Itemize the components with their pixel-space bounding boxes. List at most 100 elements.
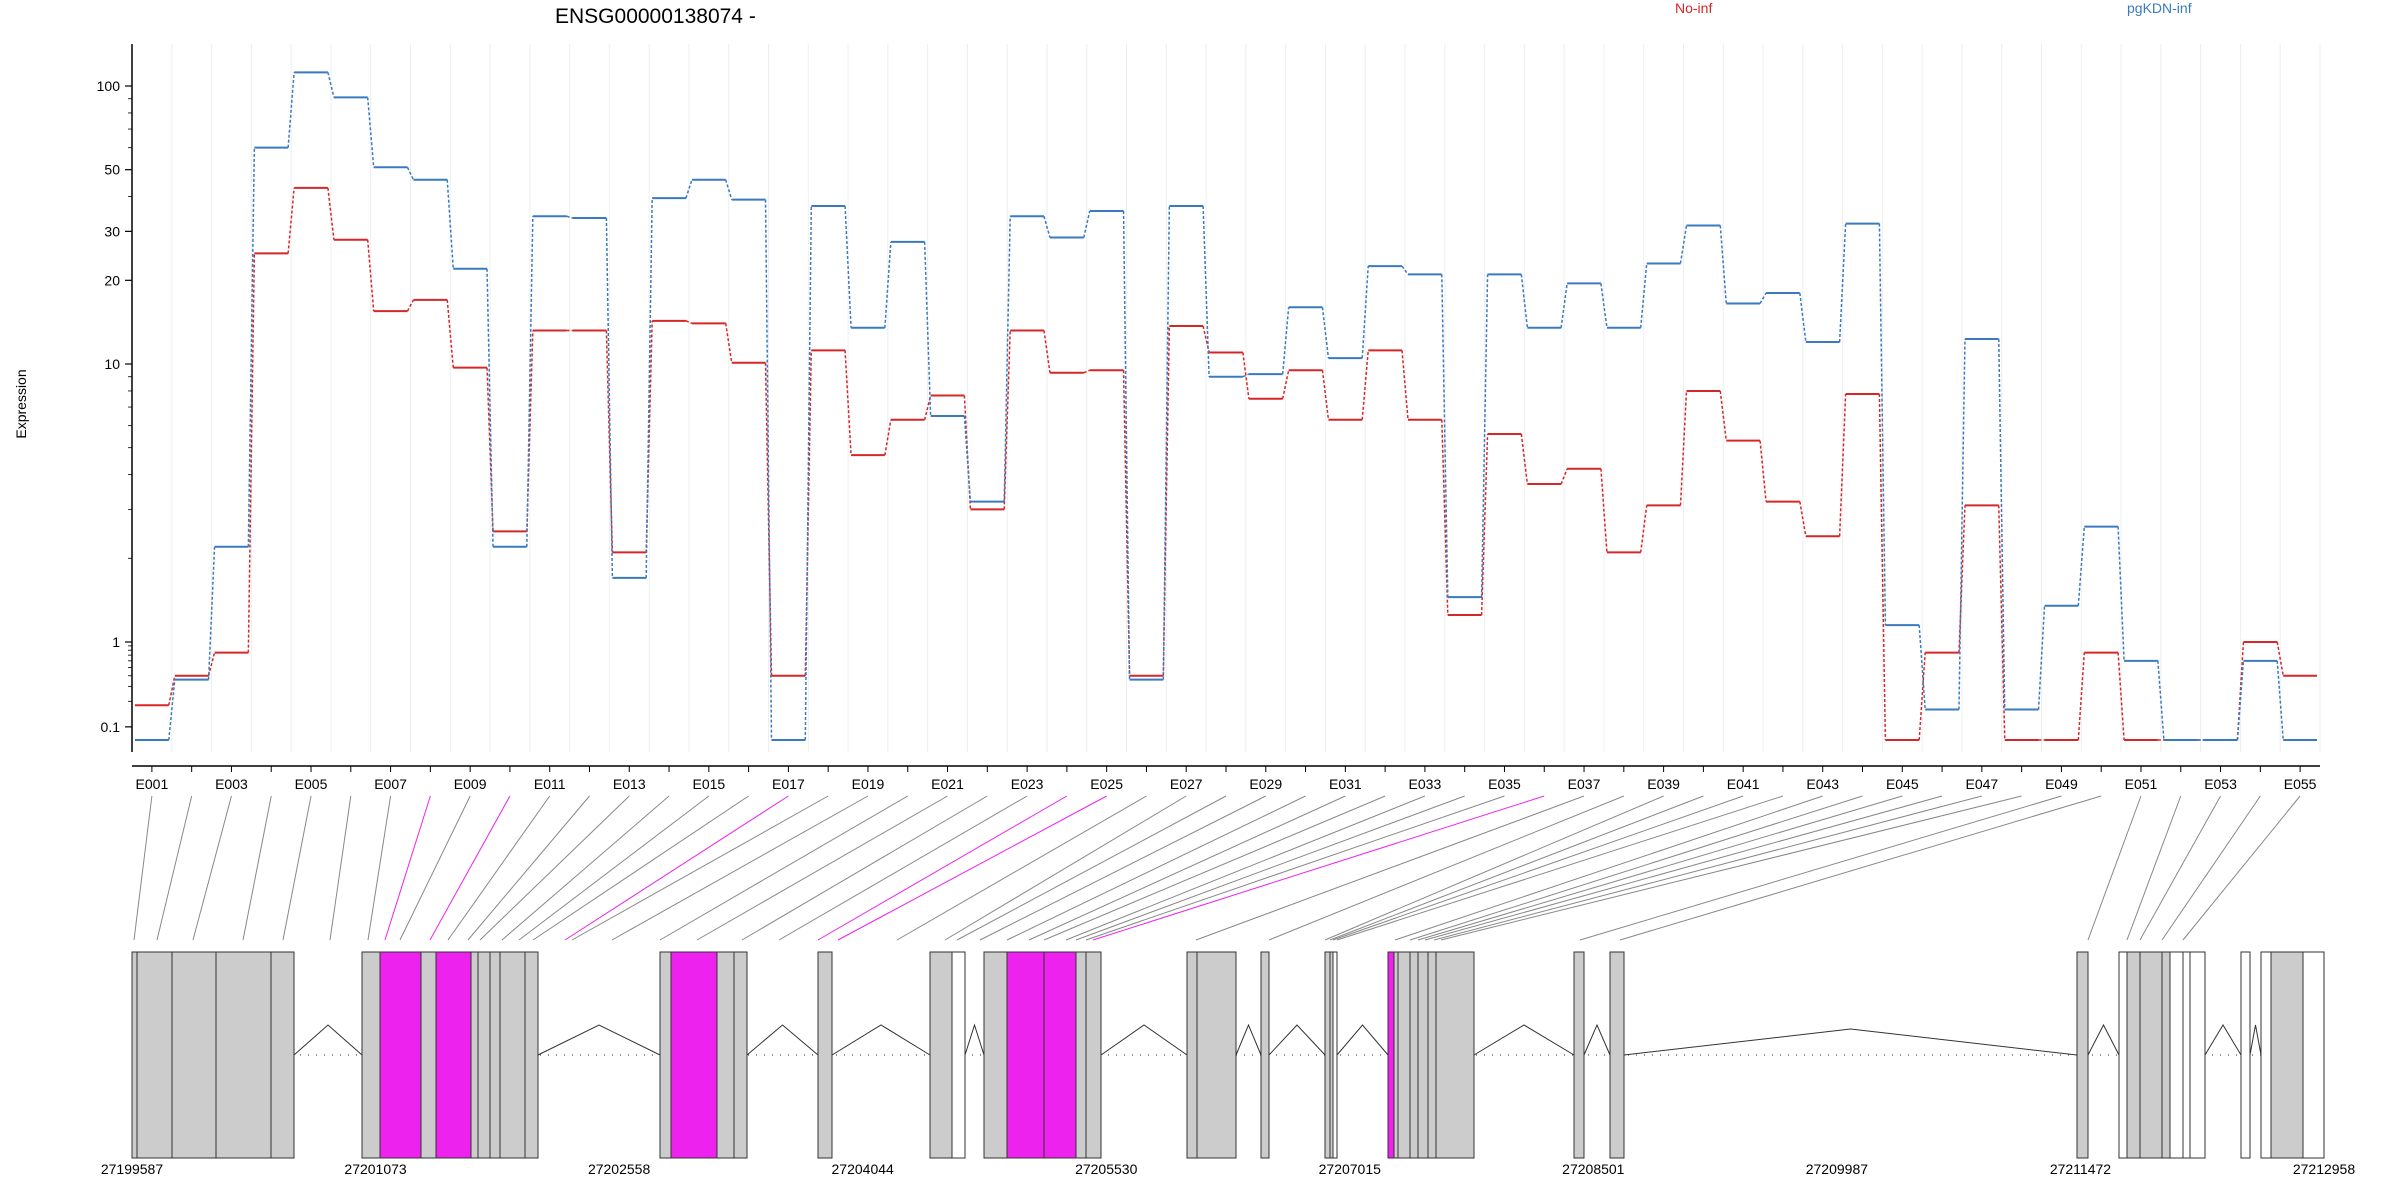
exon-block <box>733 951 748 1159</box>
connector-line <box>329 795 352 941</box>
intron-line <box>1623 1028 2078 1056</box>
exon-block <box>2189 951 2206 1159</box>
transition-segment <box>1838 393 1847 537</box>
y-tick-label: 0.1 <box>101 719 121 735</box>
transition-segment <box>2276 660 2284 741</box>
coordinate-label: 27212958 <box>2293 1161 2356 1177</box>
connector-line <box>741 795 988 941</box>
transition-segment <box>327 72 335 98</box>
coordinate-label: 27205530 <box>1075 1161 1138 1177</box>
transition-segment <box>724 323 733 363</box>
connector-line <box>532 795 749 941</box>
exon-block <box>1427 951 1437 1159</box>
transition-segment <box>168 679 176 741</box>
x-tick-label: E031 <box>1329 776 1362 792</box>
transition-segment <box>1759 440 1767 502</box>
connector-line <box>2087 795 2142 941</box>
y-tick-label: 30 <box>104 223 120 239</box>
exon-block <box>2118 951 2128 1159</box>
exon-block <box>489 951 501 1159</box>
axes: 0.1 1 10 20 30 50 100 <box>97 44 2320 767</box>
connector-line <box>1579 795 2062 941</box>
transition-segment <box>764 362 773 676</box>
x-tick-label: E055 <box>2284 776 2317 792</box>
transition-segment <box>1799 501 1807 537</box>
transition-segment <box>1122 370 1131 676</box>
intron-line <box>537 1024 661 1056</box>
exon-block <box>659 951 672 1159</box>
x-tick-label: E037 <box>1568 776 1601 792</box>
exon-block <box>983 951 1008 1159</box>
transition-segment <box>1480 433 1489 616</box>
exon-block <box>2161 951 2171 1159</box>
y-tick-label: 10 <box>104 356 120 372</box>
transition-segment <box>566 215 573 219</box>
x-tick-label: E017 <box>772 776 805 792</box>
connector-line <box>1028 795 1346 941</box>
x-tick-label: E007 <box>374 776 407 792</box>
transition-segment <box>1918 625 1926 710</box>
intron-line <box>2087 1023 2120 1056</box>
connector-line <box>1394 795 1823 941</box>
connector-line <box>2126 795 2182 941</box>
transition-segment <box>725 179 733 200</box>
transition-segment <box>1321 370 1330 420</box>
exon-block <box>1260 951 1270 1159</box>
transition-segment <box>1520 433 1529 485</box>
connector-line <box>1043 795 1386 941</box>
connector-line <box>467 795 590 941</box>
connector-line <box>399 795 471 941</box>
x-tick-label: E013 <box>613 776 646 792</box>
coordinate-label: 27208501 <box>1562 1161 1625 1177</box>
connector-line <box>1006 795 1306 941</box>
transition-segment <box>1043 216 1051 238</box>
intron-line <box>746 1024 819 1056</box>
exon-block <box>2076 951 2089 1159</box>
transition-segment <box>1560 283 1568 328</box>
connector-line <box>696 795 948 941</box>
x-tick-label: E015 <box>692 776 725 792</box>
transition-segment <box>1799 292 1807 343</box>
transition-segment <box>366 239 375 312</box>
connector-line <box>1195 795 1585 941</box>
intron-line <box>2204 1024 2242 1056</box>
exon-block <box>470 951 479 1159</box>
transition-segment <box>1281 307 1290 375</box>
intron-line <box>1336 1024 1389 1056</box>
connector-line <box>1075 795 1465 941</box>
transition-segment <box>2077 526 2086 606</box>
transition-segment <box>366 97 375 168</box>
connector-line <box>447 795 551 941</box>
exon-block <box>131 951 138 1159</box>
exon-block <box>420 951 437 1159</box>
x-tick-label: E025 <box>1090 776 1123 792</box>
transition-segment <box>1401 265 1409 275</box>
coordinate-label: 27201073 <box>344 1161 407 1177</box>
exon-block <box>499 951 526 1159</box>
exon-block <box>1573 951 1585 1159</box>
transition-segment <box>526 216 534 547</box>
exon-block <box>929 951 953 1159</box>
transition-segment <box>1639 263 1648 328</box>
exon-block <box>1609 951 1625 1159</box>
exon-block <box>817 951 833 1159</box>
transition-segment <box>1639 505 1648 553</box>
transition-segment <box>1719 390 1728 441</box>
transition-segment <box>287 187 295 254</box>
transition-segment <box>1321 307 1330 359</box>
connector-line <box>501 795 670 941</box>
transition-segment <box>884 241 892 328</box>
transition-segment <box>1083 369 1091 374</box>
legend-pgkdn-inf: pgKDN-inf <box>2127 0 2192 16</box>
connector-line <box>1092 795 1545 941</box>
coordinate-label: 27204044 <box>832 1161 895 1177</box>
transition-segment <box>844 206 852 328</box>
x-tick-label: E001 <box>136 776 169 792</box>
transition-segment <box>287 72 295 148</box>
x-tick-label: E053 <box>2204 776 2237 792</box>
transition-segment <box>844 350 852 456</box>
connector-line <box>1336 795 1784 941</box>
coordinate-label: 27209987 <box>1806 1161 1869 1177</box>
x-tick-label: E043 <box>1806 776 1839 792</box>
